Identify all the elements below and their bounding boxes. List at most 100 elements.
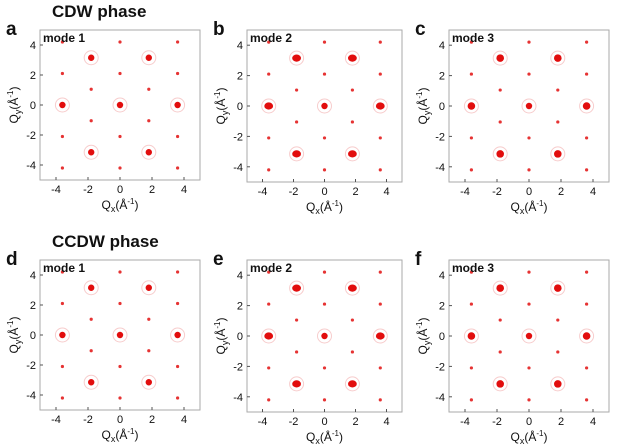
diffraction-spot bbox=[348, 380, 357, 388]
panel-letter: c bbox=[415, 19, 426, 40]
diffraction-spot bbox=[585, 270, 589, 274]
spot-halo bbox=[579, 98, 595, 114]
diffraction-spot bbox=[60, 301, 64, 306]
spot-halo bbox=[141, 280, 157, 296]
spot-halo bbox=[317, 328, 332, 344]
diffraction-spot bbox=[89, 349, 93, 353]
diffraction-spot bbox=[322, 302, 327, 306]
diffraction-spot bbox=[496, 150, 505, 158]
y-tick-label: 2 bbox=[439, 301, 445, 313]
spot-halo bbox=[112, 97, 128, 113]
x-tick-label: 0 bbox=[117, 414, 123, 426]
diffraction-spot bbox=[292, 150, 301, 158]
x-tick-label: -4 bbox=[51, 184, 61, 196]
diffraction-spot bbox=[469, 72, 473, 76]
spot-halo bbox=[492, 50, 508, 66]
spot-halo bbox=[463, 98, 479, 114]
spot-halo bbox=[141, 144, 157, 160]
diffraction-spot bbox=[322, 72, 327, 76]
x-axis-label: Qx(Å-1) bbox=[102, 427, 139, 444]
diffraction-spot bbox=[176, 364, 180, 369]
spot-halo bbox=[83, 374, 99, 390]
diffraction-spot bbox=[264, 102, 274, 110]
diffraction-spot bbox=[145, 379, 152, 386]
mode-label: mode 3 bbox=[452, 261, 494, 275]
x-tick-label: 0 bbox=[321, 416, 327, 428]
spot-halo bbox=[170, 97, 186, 113]
y-tick-label: 4 bbox=[30, 270, 36, 282]
diffraction-spot bbox=[267, 302, 271, 306]
diffraction-spot bbox=[264, 332, 274, 340]
diffraction-spot bbox=[176, 134, 180, 139]
diffraction-spot bbox=[88, 284, 95, 291]
panel-d: -4 -2 0 2 4 -4 -2 0 2 4 Qx(Å-1) Qy(Å-1) d mode 1 bbox=[6, 249, 201, 444]
diffraction-spot bbox=[527, 366, 531, 370]
y-axis-label: Qy(Å-1) bbox=[213, 88, 230, 125]
x-tick-label: 4 bbox=[181, 414, 187, 426]
diffraction-spot bbox=[469, 168, 473, 172]
diffraction-spot bbox=[375, 332, 385, 340]
x-tick-label: 4 bbox=[383, 186, 389, 198]
diffraction-spot bbox=[60, 134, 64, 139]
x-tick-label: -2 bbox=[492, 416, 502, 428]
diffraction-spot bbox=[496, 380, 505, 388]
diffraction-spot bbox=[295, 350, 299, 354]
diffraction-spot bbox=[378, 270, 382, 274]
diffraction-spot bbox=[527, 136, 531, 140]
diffraction-spot bbox=[118, 396, 122, 400]
x-tick-label: 2 bbox=[352, 416, 358, 428]
diffraction-spot bbox=[88, 54, 95, 61]
diffraction-spot bbox=[467, 332, 476, 340]
spot-halo bbox=[261, 328, 277, 344]
y-tick-label: -4 bbox=[233, 162, 243, 174]
diffraction-spot bbox=[556, 350, 560, 354]
diffraction-spot bbox=[60, 396, 64, 400]
spot-halo bbox=[344, 280, 360, 296]
diffraction-spot bbox=[378, 40, 382, 44]
diffraction-spot bbox=[554, 284, 562, 292]
mode-label: mode 2 bbox=[250, 31, 292, 45]
diffraction-spot bbox=[322, 136, 327, 140]
y-axis-label: Qy(Å-1) bbox=[6, 317, 23, 354]
spot-halo bbox=[550, 280, 566, 296]
y-tick-label: 4 bbox=[237, 270, 243, 282]
diffraction-spot bbox=[322, 168, 327, 172]
diffraction-spot bbox=[322, 398, 327, 402]
spot-halo bbox=[83, 280, 99, 296]
spot-halo bbox=[372, 328, 388, 344]
x-tick-label: 2 bbox=[558, 416, 564, 428]
spot-halo bbox=[141, 50, 157, 66]
x-tick-label: -2 bbox=[492, 186, 502, 198]
diffraction-spot bbox=[145, 284, 152, 291]
x-tick-label: 2 bbox=[149, 184, 155, 196]
diffraction-spot bbox=[116, 101, 124, 109]
diffraction-spot bbox=[554, 380, 562, 388]
diffraction-spot bbox=[176, 40, 180, 44]
diffraction-spot bbox=[88, 149, 95, 156]
spot-halo bbox=[54, 327, 70, 343]
spot-halo bbox=[289, 50, 305, 66]
diffraction-spot bbox=[469, 40, 473, 44]
diffraction-spot bbox=[118, 301, 122, 306]
diffraction-spot bbox=[469, 398, 473, 402]
diffraction-spot bbox=[118, 71, 122, 76]
diffraction-spot bbox=[469, 136, 473, 140]
spot-halo bbox=[344, 376, 360, 392]
diffraction-spot bbox=[174, 101, 181, 109]
y-tick-label: 2 bbox=[439, 71, 445, 83]
diffraction-spot bbox=[585, 302, 589, 306]
spot-halo bbox=[289, 280, 305, 296]
diffraction-spot bbox=[322, 366, 327, 370]
x-axis-label: Qx(Å-1) bbox=[511, 429, 548, 446]
y-tick-label: 4 bbox=[439, 40, 445, 52]
diffraction-spot bbox=[176, 71, 180, 76]
y-axis-label: Qy(Å-1) bbox=[6, 87, 23, 124]
diffraction-spot bbox=[267, 136, 271, 140]
diffraction-spot bbox=[527, 168, 531, 172]
diffraction-spot bbox=[585, 398, 589, 402]
diffraction-spot bbox=[498, 350, 502, 354]
x-tick-label: -4 bbox=[460, 416, 470, 428]
y-axis-label: Qy(Å-1) bbox=[415, 88, 432, 125]
diffraction-spot bbox=[295, 120, 299, 124]
spot-halo bbox=[550, 376, 566, 392]
